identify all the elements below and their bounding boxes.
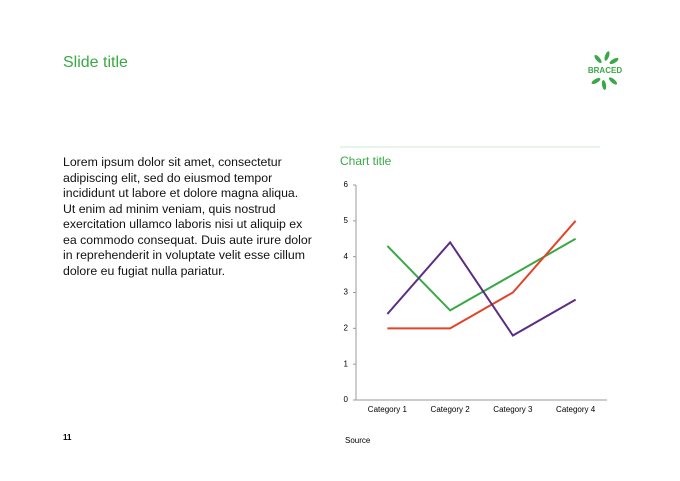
logo-text: BRACED: [588, 66, 622, 75]
y-tick-label: 0: [344, 395, 349, 404]
y-tick-label: 1: [344, 359, 349, 368]
x-tick-label: Category 1: [368, 405, 408, 414]
series-line: [386, 237, 577, 312]
chart-title: Chart title: [340, 154, 392, 168]
chart: 0 1 2 3 4 5 6 Category 1 Category 2 Category 3 Cat…: [344, 180, 607, 414]
y-tick-label: 2: [344, 323, 349, 332]
y-tick-label: 5: [344, 216, 349, 225]
body-text: Lorem ipsum dolor sit amet, consectetur …: [63, 155, 312, 278]
source: Source: [345, 436, 371, 445]
series-line: [387, 220, 577, 330]
y-tick-label: 3: [344, 288, 349, 297]
series-line: [386, 240, 577, 337]
logo: BRACED: [588, 51, 622, 90]
y-tick-label: 4: [344, 252, 349, 261]
page-number: 11: [63, 433, 72, 442]
y-tick-label: 6: [344, 180, 349, 189]
x-tick-label: Category 4: [556, 405, 596, 414]
x-tick-label: Category 2: [431, 405, 471, 414]
slide-title: Slide title: [63, 54, 128, 71]
x-tick-label: Category 3: [493, 405, 533, 414]
